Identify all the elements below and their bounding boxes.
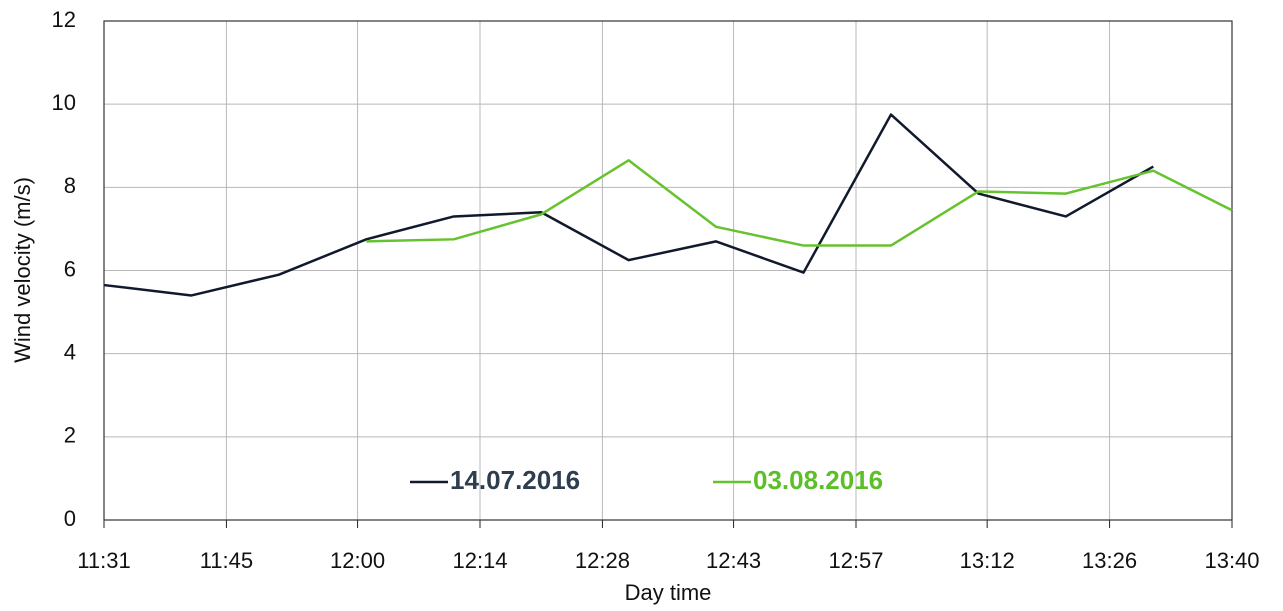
x-tick-label: 12:14	[452, 548, 507, 573]
y-axis-label: Wind velocity (m/s)	[10, 177, 35, 363]
x-tick-label: 13:40	[1204, 548, 1259, 573]
x-tick-label: 12:00	[330, 548, 385, 573]
y-tick-label: 0	[64, 506, 76, 531]
y-tick-label: 10	[52, 90, 76, 115]
x-tick-label: 11:45	[200, 548, 253, 573]
x-tick-label: 12:43	[706, 548, 761, 573]
x-axis-label: Day time	[625, 580, 712, 605]
legend-label: 03.08.2016	[753, 465, 883, 495]
series-line	[103, 113, 1154, 297]
y-tick-label: 2	[64, 423, 76, 448]
y-tick-label: 6	[64, 256, 76, 281]
y-tick-label: 4	[64, 339, 76, 364]
x-tick-label: 13:26	[1082, 548, 1137, 573]
plot-frame	[103, 20, 1233, 521]
x-tick-label: 12:28	[575, 548, 630, 573]
x-tick-label: 11:31	[77, 548, 130, 573]
y-tick-label: 12	[52, 7, 76, 32]
y-tick-label: 8	[64, 173, 76, 198]
series-line	[366, 159, 1233, 247]
x-tick-label: 13:12	[960, 548, 1015, 573]
x-tick-label: 12:57	[828, 548, 883, 573]
legend-label: 14.07.2016	[450, 465, 580, 495]
